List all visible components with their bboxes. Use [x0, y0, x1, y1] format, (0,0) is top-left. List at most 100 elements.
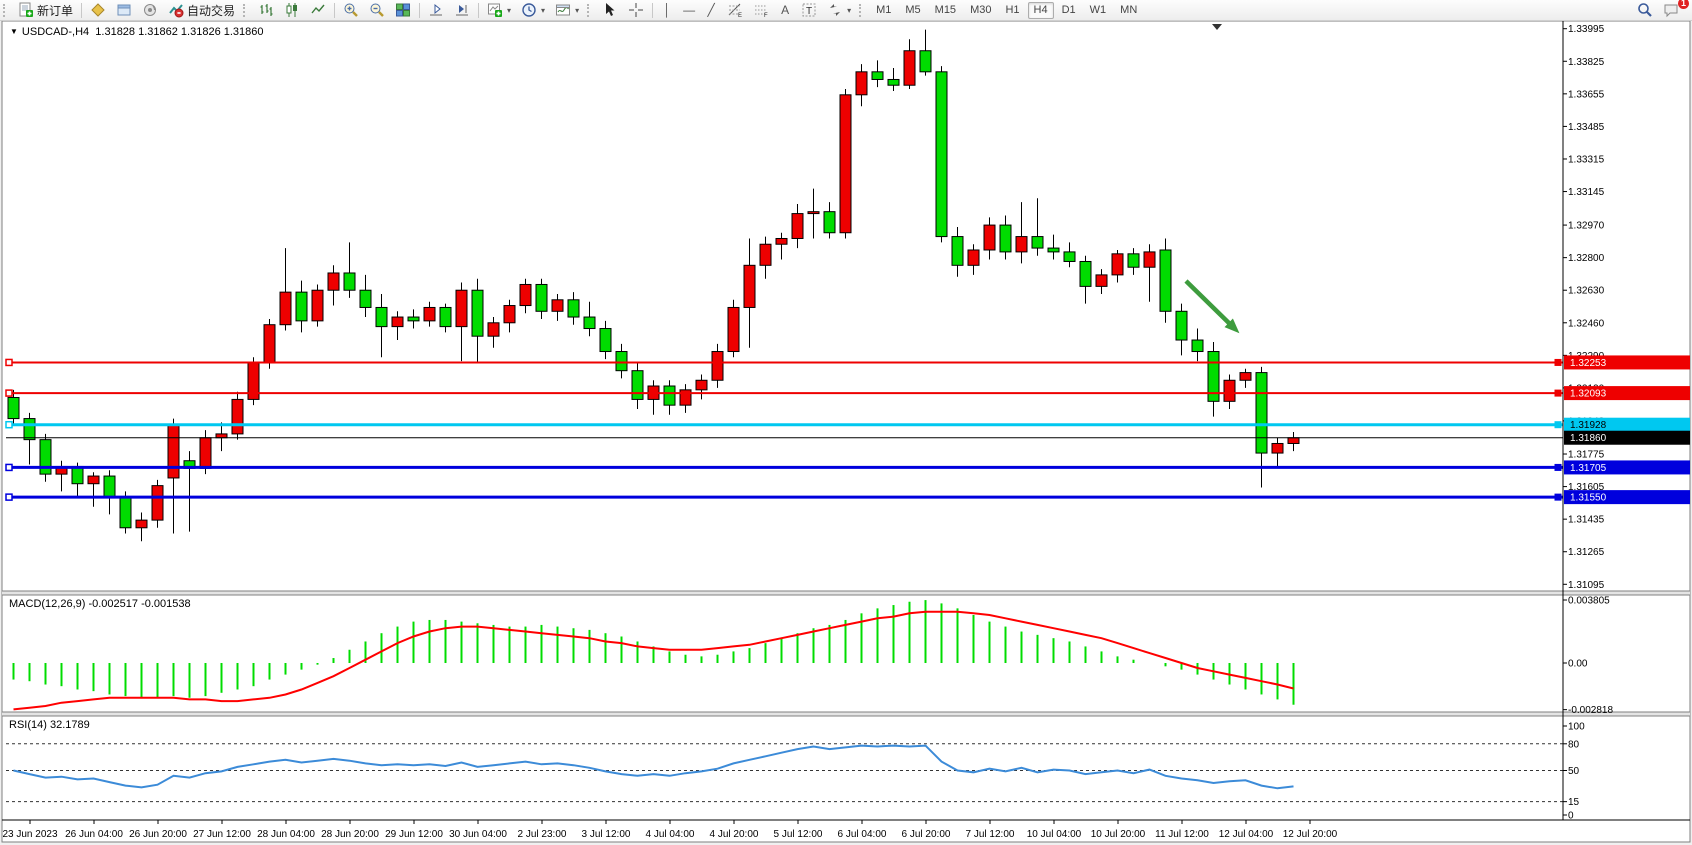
candle-up [1223, 379, 1236, 402]
text-label-tool-button[interactable]: T [796, 1, 822, 20]
toolbar-grip[interactable] [243, 3, 250, 17]
timeframe-button-W1[interactable]: W1 [1089, 3, 1107, 16]
candle-up [759, 243, 772, 266]
toolbar-grip[interactable] [859, 3, 866, 17]
vline-tool-button[interactable]: │ [656, 1, 678, 20]
resistance-line-2-right-handle[interactable] [1554, 389, 1562, 397]
sound-button[interactable] [137, 1, 163, 20]
timeframe-button-M15[interactable]: M15 [934, 3, 957, 16]
candle-up [231, 398, 244, 435]
time-tick-label: 6 Jul 04:00 [838, 829, 887, 840]
rsi-tick-label: 50 [1568, 766, 1580, 777]
chevron-down-icon: ▾ [847, 5, 852, 15]
candle-up [263, 324, 276, 364]
candle-down [71, 465, 84, 485]
resistance-line-1-left-handle[interactable] [5, 358, 13, 367]
price-tick-label: 1.32800 [1568, 253, 1605, 264]
candle-up [151, 485, 164, 521]
arrow-annotation-shaft[interactable] [1184, 279, 1235, 329]
templates-button[interactable]: ▾ [550, 1, 584, 20]
timeframe-button-D1[interactable]: D1 [1061, 3, 1076, 16]
support-line-blue-2-right-handle[interactable] [1554, 493, 1562, 501]
pane-splitter[interactable] [2, 712, 1690, 716]
candlestick-chart-button[interactable] [279, 1, 305, 20]
zoom-out-button[interactable] [364, 1, 390, 20]
candle-up [87, 475, 100, 485]
text-tool-button[interactable]: A [774, 1, 796, 20]
auto-scroll-button[interactable] [423, 1, 449, 20]
svg-text:F: F [764, 13, 768, 18]
trendline-tool-button[interactable]: ╱ [700, 1, 722, 20]
crosshair-tool-button[interactable] [623, 1, 649, 20]
timeframe-button-M1[interactable]: M1 [876, 3, 892, 16]
candle-down [375, 306, 388, 328]
toolbar-grip[interactable] [587, 3, 594, 17]
candle-down [1159, 249, 1172, 312]
timeframe-button-MN[interactable]: MN [1120, 3, 1138, 16]
resistance-line-2-left-handle[interactable] [5, 389, 13, 397]
candle-down [471, 289, 484, 337]
candle-up [967, 249, 980, 266]
price-tick-label: 1.32460 [1568, 318, 1605, 329]
chart-shift-button[interactable] [449, 1, 475, 20]
cursor-tool-button[interactable] [597, 1, 623, 20]
candle-down [119, 496, 132, 529]
chart-dropdown-icon[interactable]: ▼ [10, 27, 18, 36]
candle-up [775, 237, 788, 245]
periods-button[interactable]: ▾ [516, 1, 550, 20]
hline-tool-button[interactable]: — [678, 1, 700, 20]
candle-up [1015, 236, 1028, 253]
candle-up [135, 519, 148, 529]
fibo-tool-button[interactable]: E [722, 1, 748, 20]
chart-shift-marker[interactable] [1212, 24, 1222, 30]
bar-chart-button[interactable] [253, 1, 279, 20]
timeframe-button-M30[interactable]: M30 [970, 3, 992, 16]
search-button[interactable] [1632, 1, 1658, 20]
toolbar-grip[interactable] [3, 3, 10, 17]
candle-down [935, 71, 948, 238]
line-chart-button[interactable] [305, 1, 331, 20]
quotes-icon [91, 3, 105, 17]
candle-down [439, 306, 452, 328]
autotrade-button[interactable]: 自动交易 [163, 1, 240, 20]
notifications-button[interactable]: 1 [1658, 0, 1689, 20]
pane-splitter[interactable] [2, 591, 1690, 595]
arrows-tool-icon [830, 4, 841, 16]
support-line-blue-1-left-handle[interactable] [5, 463, 13, 472]
resistance-line-1-price-label-text: 1.32253 [1570, 358, 1607, 369]
candle-up [1111, 253, 1124, 276]
support-line-blue-1-right-handle[interactable] [1554, 463, 1562, 471]
resistance-line-1-right-handle[interactable] [1554, 358, 1562, 366]
candle-down [1079, 260, 1092, 287]
tile-windows-button[interactable] [390, 1, 416, 20]
autotrade-label: 自动交易 [187, 3, 236, 18]
arrows-tool-button[interactable]: ▾ [822, 1, 856, 20]
new-order-button[interactable]: 新订单 [13, 1, 78, 20]
chevron-down-icon: ▾ [541, 5, 546, 15]
fibo-fan-tool-button[interactable]: F [748, 1, 774, 20]
market-window-button[interactable] [111, 1, 137, 20]
timeframe-button-H4[interactable]: H4 [1027, 1, 1054, 19]
candle-down [103, 475, 116, 498]
time-tick-label: 23 Jun 2023 [2, 829, 57, 840]
arrow-annotation-head[interactable] [1224, 318, 1240, 334]
clock-icon [522, 3, 536, 17]
zoom-in-button[interactable] [338, 1, 364, 20]
zoom-out-icon [370, 3, 384, 17]
timeframe-button-M5[interactable]: M5 [905, 3, 921, 16]
candle-down [1127, 253, 1140, 268]
quotes-button[interactable] [85, 1, 111, 20]
support-line-blue-2-left-handle[interactable] [5, 493, 13, 501]
fibo-fan-icon: F [755, 5, 768, 18]
time-tick-label: 29 Jun 12:00 [385, 829, 443, 840]
indicators-button[interactable]: ▾ [482, 1, 516, 20]
time-tick-label: 26 Jun 04:00 [65, 829, 123, 840]
candle-up [199, 437, 212, 469]
macd-tick-label: 0.003805 [1568, 596, 1610, 607]
support-line-cyan-right-handle[interactable] [1554, 421, 1562, 429]
timeframe-button-H1[interactable]: H1 [1005, 3, 1020, 16]
support-line-cyan-left-handle[interactable] [5, 420, 13, 429]
auto-scroll-icon [430, 3, 443, 16]
candle-up [279, 291, 292, 326]
